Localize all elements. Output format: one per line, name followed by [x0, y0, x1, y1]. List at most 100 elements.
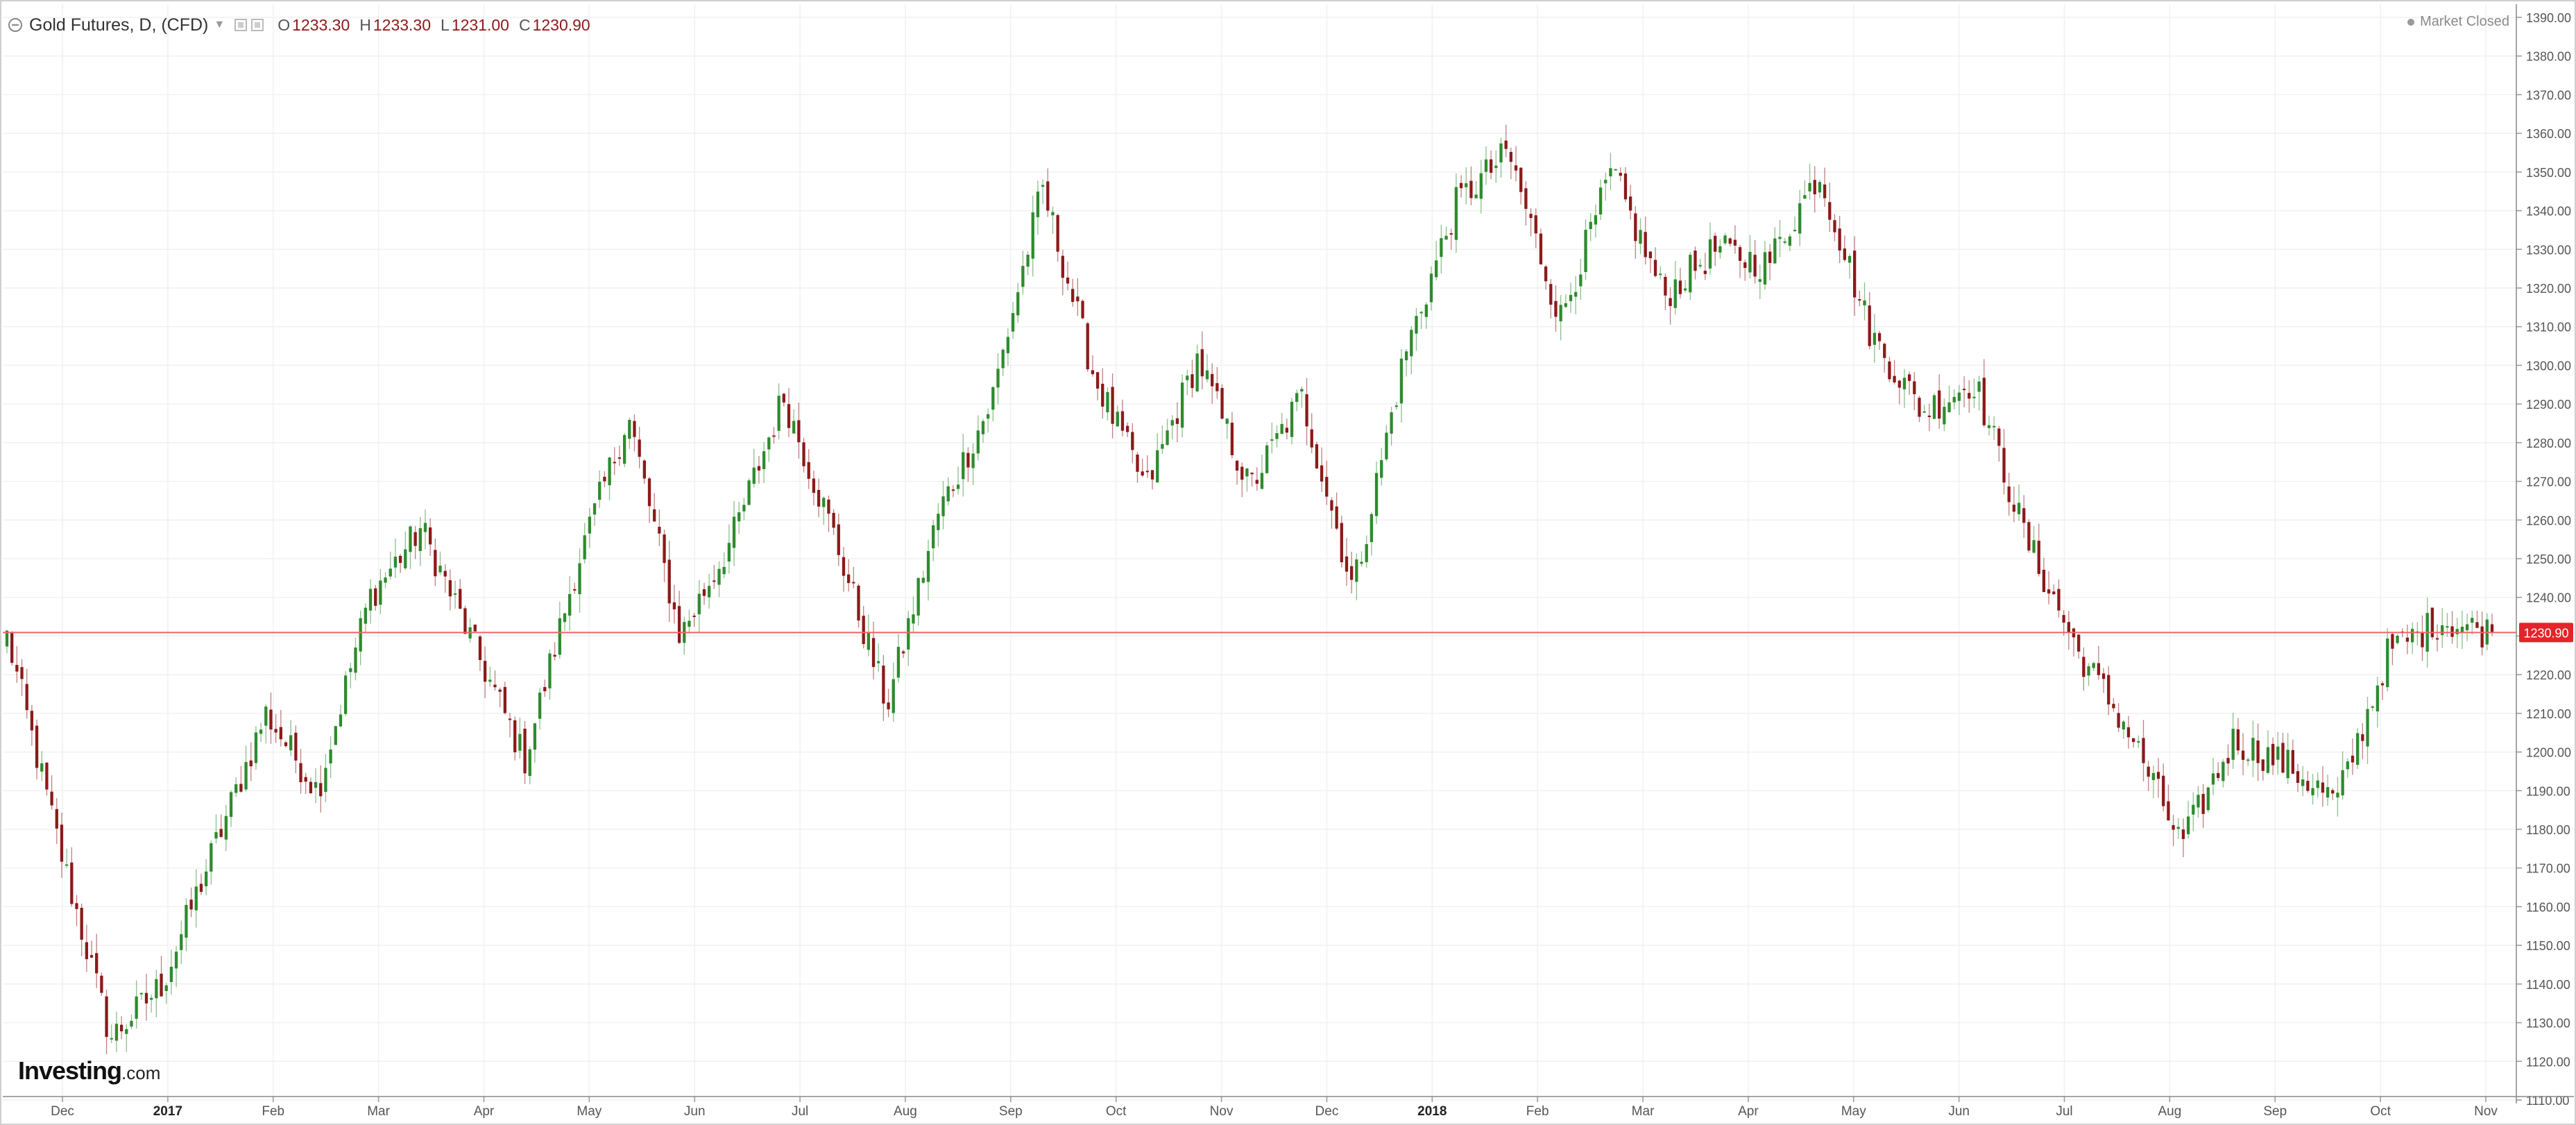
candle-body — [1689, 255, 1692, 293]
candle-body — [1743, 262, 1747, 269]
candle-body — [463, 608, 467, 634]
open-value: 1233.30 — [292, 15, 350, 34]
candle-body — [1539, 233, 1543, 264]
candle-body — [887, 702, 890, 710]
candle-body — [1987, 425, 1991, 428]
x-tick-label: Dec — [51, 1104, 74, 1119]
y-tick-label: 1330.00 — [2526, 243, 2571, 257]
candle-body — [2441, 625, 2444, 636]
y-tick-label: 1210.00 — [2526, 707, 2571, 721]
candle-body — [2286, 750, 2289, 779]
candle-body — [289, 735, 293, 751]
y-tick-label: 1370.00 — [2526, 88, 2571, 102]
candle-body — [677, 606, 681, 643]
remove-icon[interactable] — [251, 19, 264, 31]
candle-body — [617, 457, 622, 459]
candle-body — [2137, 741, 2140, 743]
candle-body — [2147, 766, 2150, 777]
candle-body — [150, 997, 153, 1000]
candle-body — [727, 543, 731, 562]
candle-body — [787, 404, 791, 428]
candle-body — [792, 421, 796, 434]
candle-body — [493, 684, 497, 688]
candle-body — [2142, 738, 2145, 763]
candle-body — [1086, 323, 1089, 370]
candle-body — [2421, 632, 2424, 648]
candle-body — [1145, 471, 1149, 473]
candle-body — [797, 420, 801, 443]
candle-body — [2172, 824, 2175, 830]
candle-body — [20, 667, 24, 679]
candle-body — [1449, 233, 1453, 235]
candle-body — [832, 512, 835, 528]
candle-body — [2480, 626, 2484, 648]
market-status: Market Closed — [2407, 14, 2509, 30]
candle-body — [1614, 169, 1617, 171]
candle-body — [349, 668, 352, 673]
candle-body — [2316, 780, 2319, 788]
y-tick-label: 1390.00 — [2526, 11, 2571, 25]
candle-body — [234, 784, 238, 793]
candle-body — [2156, 772, 2160, 779]
candle-body — [642, 460, 646, 479]
candle-body — [2410, 629, 2414, 643]
instrument-title[interactable]: Gold Futures, D, (CFD) — [29, 15, 209, 35]
candle-body — [1997, 428, 2001, 446]
x-tick-label: 2018 — [1417, 1104, 1447, 1119]
y-tick-label: 1150.00 — [2526, 939, 2570, 953]
candle-body — [249, 760, 253, 767]
candle-body — [294, 732, 298, 761]
candle-body — [937, 514, 940, 530]
candle-body — [1235, 460, 1239, 471]
candle-body — [1723, 235, 1727, 244]
candle-body — [2167, 801, 2170, 821]
candle-body — [1858, 299, 1861, 301]
candle-body — [1066, 277, 1070, 284]
candle-body — [2027, 522, 2031, 551]
candle-body — [916, 577, 920, 616]
candle-body — [1195, 353, 1199, 391]
candle-body — [1768, 251, 1772, 263]
candle-body — [1295, 393, 1299, 403]
candle-body — [368, 589, 373, 611]
candle-body — [364, 607, 367, 624]
candle-body — [1355, 559, 1358, 582]
x-tick-label: Aug — [2158, 1104, 2181, 1119]
candle-body — [578, 563, 581, 595]
candle-body — [767, 437, 771, 450]
candle-body — [89, 955, 94, 958]
candle-body — [110, 1038, 113, 1040]
x-tick-label: Jul — [792, 1104, 808, 1119]
candle-body — [976, 430, 980, 454]
candle-body — [1863, 300, 1866, 306]
close-value: 1230.90 — [532, 15, 590, 34]
candle-body — [75, 903, 78, 909]
candle-body — [105, 996, 108, 1038]
candle-body — [259, 729, 263, 734]
candle-body — [1877, 332, 1882, 341]
chevron-down-icon[interactable]: ▼ — [214, 19, 225, 31]
y-tick-label: 1120.00 — [2526, 1055, 2570, 1069]
candle-body — [568, 593, 572, 616]
x-tick-label: Sep — [2263, 1104, 2287, 1119]
candle-body — [1374, 473, 1379, 516]
candle-body — [713, 580, 716, 582]
candle-body — [782, 394, 785, 403]
logo-word: Investing — [18, 1056, 122, 1085]
candle-body — [339, 714, 343, 727]
candle-body — [473, 624, 477, 632]
candle-body — [667, 559, 671, 604]
candle-body — [1714, 235, 1717, 252]
candle-body — [2101, 673, 2106, 679]
candle-body — [1589, 221, 1592, 230]
candle-body — [1474, 194, 1478, 198]
candle-body — [1922, 411, 1926, 413]
candle-body — [633, 421, 636, 437]
candle-body — [2231, 729, 2235, 760]
collapse-icon[interactable] — [8, 18, 22, 32]
candle-body — [1808, 183, 1811, 192]
settings-icon[interactable] — [234, 19, 248, 31]
candle-body — [1345, 556, 1349, 572]
